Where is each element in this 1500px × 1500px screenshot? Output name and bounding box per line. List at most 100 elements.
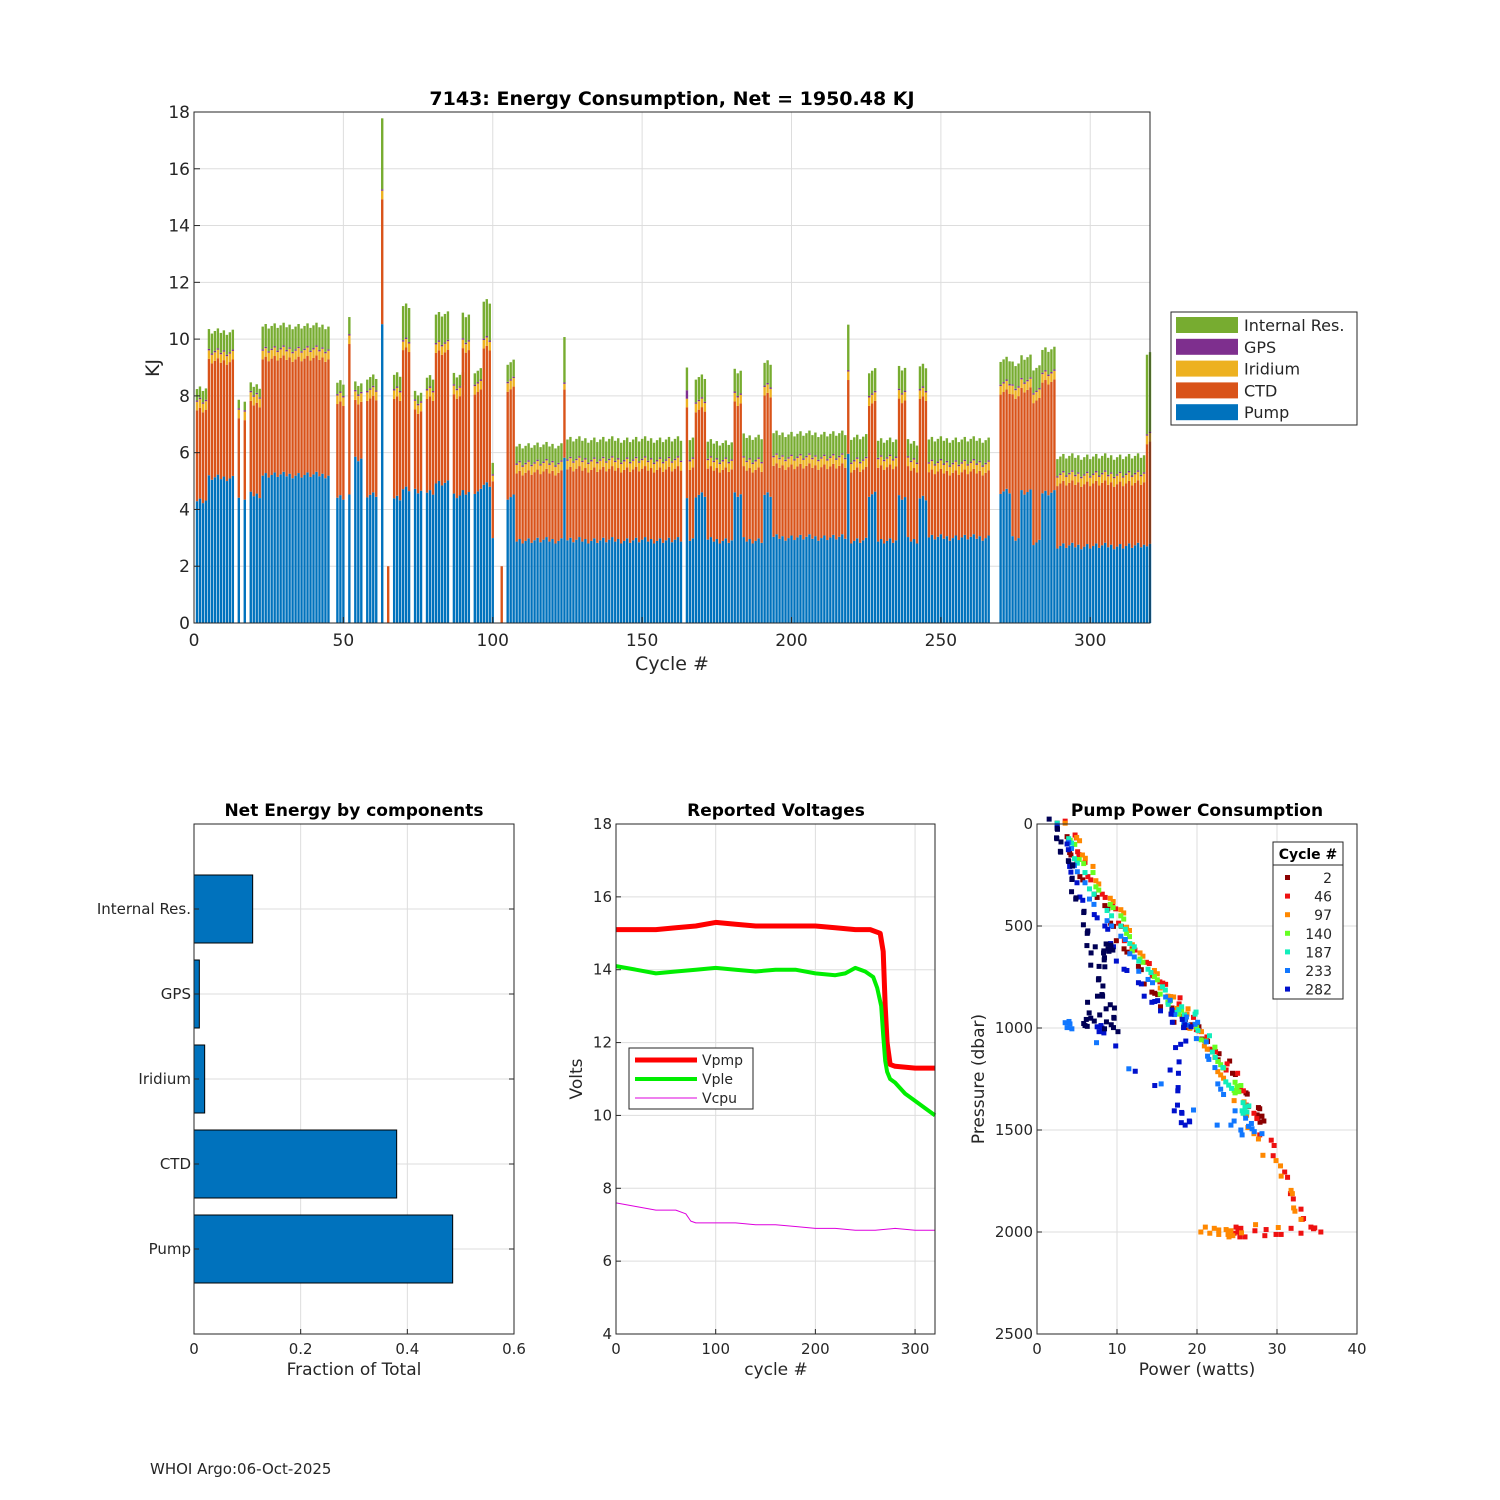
energy-bar-pump xyxy=(951,538,955,623)
energy-bar-internal xyxy=(267,328,270,352)
energy-bar-iridium xyxy=(249,392,252,401)
footer-text: WHOI Argo:06-Oct-2025 xyxy=(150,1460,332,1478)
energy-bar-internal xyxy=(542,444,545,462)
energy-bar-iridium xyxy=(231,350,235,360)
energy-bar-iridium xyxy=(859,463,862,472)
energy-bar-gps xyxy=(620,462,623,465)
pump-point-187 xyxy=(1195,1027,1201,1033)
energy-bar-internal xyxy=(255,384,258,393)
energy-bar-pump xyxy=(318,476,321,623)
pump-point-140 xyxy=(1234,1084,1240,1090)
energy-bar-iridium xyxy=(258,398,261,408)
energy-bar-internal xyxy=(401,306,405,341)
energy-bar-gps xyxy=(443,342,447,344)
energy-bar-gps xyxy=(309,350,312,353)
energy-bar-internal xyxy=(658,437,662,458)
energy-bar-internal xyxy=(975,440,978,464)
energy-bar-pump xyxy=(348,494,351,623)
energy-bar-ctd xyxy=(360,401,363,459)
energy-bar-internal xyxy=(873,368,877,391)
energy-bar-gps xyxy=(1089,476,1092,478)
energy-bar-internal xyxy=(814,432,817,456)
energy-bar-gps xyxy=(736,396,739,398)
pump-point-46 xyxy=(1088,877,1094,883)
energy-bar-iridium xyxy=(870,394,874,404)
energy-bar-pump xyxy=(216,474,220,623)
pump-point-282 xyxy=(1179,1109,1185,1115)
energy-bar-pump xyxy=(434,483,438,623)
energy-bar-pump xyxy=(443,482,447,623)
energy-bar-iridium xyxy=(413,400,417,410)
energy-bar-internal xyxy=(835,435,838,459)
energy-bar-ctd xyxy=(431,400,435,495)
energy-bar-gps xyxy=(360,391,363,394)
energy-bar-pump xyxy=(775,534,778,623)
energy-bar-gps xyxy=(948,465,952,467)
energy-bar-pump xyxy=(575,539,578,623)
energy-bar-internal xyxy=(419,392,423,402)
pump-point-140 xyxy=(1118,913,1124,919)
energy-bar-gps xyxy=(670,461,674,463)
energy-bar-pump xyxy=(876,541,880,623)
energy-bar-gps xyxy=(975,463,978,465)
energy-bar-pump xyxy=(1065,547,1068,623)
pump-point-233 xyxy=(1131,954,1137,960)
energy-bar-iridium xyxy=(381,190,384,200)
energy-bar-gps xyxy=(198,397,202,400)
energy-bar-ctd xyxy=(533,472,536,541)
energy-bar-iridium xyxy=(900,394,904,404)
energy-bar-gps xyxy=(664,459,668,461)
energy-bar-internal xyxy=(924,368,928,391)
pump-point-97 xyxy=(1154,971,1160,977)
energy-bar-gps xyxy=(787,457,790,459)
energy-bar-iridium xyxy=(261,350,264,360)
energy-bar-ctd xyxy=(628,471,632,543)
energy-bar-internal xyxy=(273,323,276,347)
energy-bar-iridium xyxy=(793,460,796,470)
energy-bar-gps xyxy=(882,459,886,462)
energy-bar-iridium xyxy=(354,391,357,400)
energy-bar-internal xyxy=(611,436,614,457)
energy-bar-iridium xyxy=(667,458,671,467)
energy-bar-internal xyxy=(527,443,530,461)
energy-bar-gps xyxy=(1077,472,1080,474)
energy-bar-internal xyxy=(306,323,309,347)
energy-bar-ctd xyxy=(614,470,617,542)
energy-bar-pump xyxy=(856,538,859,623)
energy-bar-internal xyxy=(673,438,677,459)
pump-point-233 xyxy=(1067,1021,1073,1027)
energy-bar-iridium xyxy=(643,457,647,467)
energy-bar-gps xyxy=(1101,472,1104,475)
voltages-title: Reported Voltages xyxy=(687,801,865,821)
energy-bar-pump xyxy=(724,538,727,623)
pump-point-187 xyxy=(1127,941,1133,947)
energy-bar-iridium xyxy=(518,462,521,471)
energy-bar-pump xyxy=(751,543,754,623)
pump-point-233 xyxy=(1104,918,1110,924)
energy-bar-ctd xyxy=(649,468,653,539)
energy-bar-iridium xyxy=(745,462,748,471)
energy-bar-gps xyxy=(1103,470,1107,472)
energy-bar-iridium xyxy=(757,458,760,468)
energy-bar-iridium xyxy=(557,464,560,473)
energy-bar-ctd xyxy=(948,475,952,541)
energy-bar-gps xyxy=(679,460,683,463)
energy-bar-internal xyxy=(1086,454,1089,472)
energy-bar-internal xyxy=(243,401,246,411)
energy-bar-iridium xyxy=(360,393,363,402)
energy-bar-ctd xyxy=(867,405,871,497)
energy-bar-iridium xyxy=(879,456,883,466)
pump-point-233 xyxy=(1243,1115,1249,1121)
energy-bar-pump xyxy=(628,542,632,623)
pump-point-46 xyxy=(1204,1034,1210,1040)
pump-point-233 xyxy=(1206,1056,1212,1062)
energy-bar-gps xyxy=(440,344,444,347)
energy-bar-gps xyxy=(527,460,530,462)
energy-bar-ctd xyxy=(790,464,793,536)
energy-bar-pump xyxy=(210,479,214,623)
energy-bar-iridium xyxy=(811,459,814,468)
energy-bar-internal xyxy=(736,373,739,397)
energy-bar-internal xyxy=(1029,354,1032,378)
energy-bar-internal xyxy=(533,445,536,463)
energy-bar-internal xyxy=(521,448,524,466)
